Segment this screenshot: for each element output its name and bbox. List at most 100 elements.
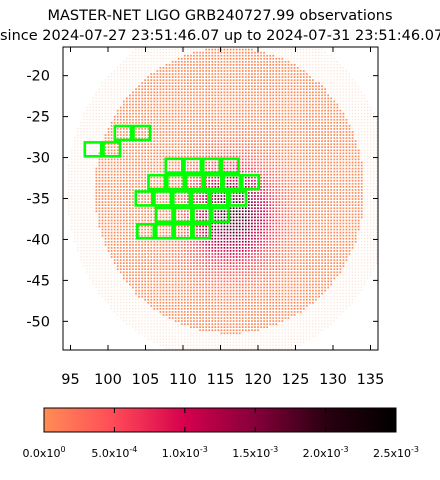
heatmap-cell-2430	[205, 121, 207, 124]
heatmap-cell-3256	[263, 146, 265, 149]
heatmap-cell-1462	[95, 91, 97, 93]
heatmap-cell-1850	[180, 103, 183, 106]
heatmap-cell-4265	[135, 176, 137, 179]
heatmap-cell-200	[184, 37, 185, 38]
heatmap-cell-1224	[153, 82, 156, 84]
heatmap-cell-1532	[309, 91, 311, 94]
heatmap-cell-829	[162, 67, 165, 69]
heatmap-cell-4918	[187, 195, 189, 197]
heatmap-cell-1311	[162, 85, 165, 88]
heatmap-cell-3206	[110, 146, 113, 149]
heatmap-cell-1499	[208, 91, 211, 94]
heatmap-cell-2883	[373, 134, 375, 136]
heatmap-cell-2047	[211, 109, 214, 112]
heatmap-cell-2553	[281, 125, 284, 127]
heatmap-cell-690	[183, 60, 186, 63]
heatmap-cell-1145	[165, 79, 168, 81]
heatmap-cell-645	[260, 57, 262, 60]
heatmap-cell-2714	[162, 131, 165, 133]
heatmap-cell-1708	[302, 97, 305, 100]
heatmap-cell-1927	[132, 106, 134, 109]
heatmap-cell-1322	[196, 85, 198, 88]
heatmap-cell-2336	[217, 118, 220, 121]
heatmap-cell-1124	[348, 76, 350, 78]
heatmap-cell-4516	[254, 182, 256, 185]
heatmap-cell-4968	[339, 195, 342, 197]
heatmap-cell-1234	[183, 82, 186, 84]
heatmap-cell-4274	[162, 176, 165, 179]
heatmap-cell-593	[309, 54, 311, 57]
heatmap-cell-2437	[226, 121, 229, 124]
heatmap-cell-4290	[211, 176, 214, 179]
heatmap-cell-2466	[315, 121, 317, 124]
heatmap-cell-4206	[278, 173, 281, 176]
heatmap-cell-2899	[110, 137, 113, 139]
heatmap-cell-1160	[211, 79, 214, 81]
heatmap-cell-2837	[232, 134, 235, 136]
heatmap-cell-3814	[376, 161, 378, 163]
heatmap-cell-310	[196, 43, 197, 44]
heatmap-cell-675	[138, 60, 140, 63]
heatmap-cell-4874	[376, 192, 378, 194]
heatmap-cell-1528	[296, 91, 299, 94]
heatmap-cell-3306	[98, 149, 100, 151]
heatmap-cell-2448	[260, 121, 262, 124]
heatmap-cell-3710	[379, 159, 380, 160]
heatmap-cell-4096	[266, 170, 268, 173]
heatmap-cell-1730	[95, 100, 97, 102]
heatmap-cell-3158	[278, 143, 281, 145]
heatmap-cell-2376	[339, 118, 342, 121]
heatmap-cell-136	[266, 30, 267, 31]
heatmap-cell-3872	[229, 164, 232, 167]
heatmap-cell-2692	[95, 131, 97, 133]
heatmap-cell-3606	[379, 156, 380, 157]
heatmap-cell-4543	[336, 182, 339, 185]
heatmap-cell-1452	[330, 88, 332, 90]
heatmap-cell-1760	[187, 100, 189, 103]
heatmap-cell-2056	[238, 109, 241, 112]
heatmap-cell-1434	[275, 88, 278, 91]
heatmap-cell-4515	[251, 182, 253, 185]
heatmap-cell-228	[269, 37, 270, 38]
heatmap-cell-1050	[122, 76, 125, 78]
heatmap-cell-1629	[336, 94, 338, 96]
heatmap-cell-2973	[336, 137, 339, 139]
heatmap-cell-3332	[177, 149, 180, 152]
heatmap-cell-2035	[174, 109, 177, 112]
heatmap-cell-1768	[211, 100, 214, 103]
heatmap-cell-1748	[150, 100, 153, 103]
heatmap-cell-4798	[144, 192, 146, 194]
heatmap-cell-2197	[86, 115, 88, 118]
heatmap-cell-1717	[330, 97, 333, 100]
heatmap-cell-1410	[202, 88, 204, 91]
heatmap-cell-2681	[366, 128, 369, 130]
heatmap-cell-2234	[199, 115, 201, 118]
heatmap-cell-839	[193, 67, 195, 69]
heatmap-cell-329	[254, 43, 255, 44]
heatmap-cell-2550	[272, 125, 275, 127]
heatmap-cell-2759	[299, 131, 302, 133]
heatmap-cell-2367	[312, 118, 314, 121]
heatmap-cell-2904	[126, 137, 128, 139]
heatmap-cell-4050	[126, 170, 128, 173]
heatmap-cell-132	[254, 30, 255, 31]
heatmap-cell-71	[184, 27, 185, 28]
heatmap-cell-1655	[141, 97, 143, 100]
heatmap-cell-652	[281, 57, 284, 60]
heatmap-cell-3506	[74, 155, 76, 157]
heatmap-cell-2308	[132, 118, 134, 121]
heatmap-cell-1323	[199, 85, 201, 88]
heatmap-cell-4542	[333, 182, 336, 185]
heatmap-cell-2530	[211, 125, 214, 127]
heatmap-cell-1490	[180, 91, 183, 94]
heatmap-cell-1998	[348, 106, 350, 108]
heatmap-cell-185	[282, 34, 283, 35]
heatmap-cell-2302	[113, 118, 116, 121]
heatmap-cell-4739	[287, 189, 290, 191]
heatmap-cell-1740	[126, 100, 128, 103]
heatmap-cell-1293	[107, 85, 109, 87]
heatmap-cell-3583	[309, 155, 311, 158]
heatmap-cell-1811	[342, 100, 344, 102]
heatmap-cell-2776	[351, 131, 354, 133]
heatmap-cell-3566	[257, 155, 259, 158]
